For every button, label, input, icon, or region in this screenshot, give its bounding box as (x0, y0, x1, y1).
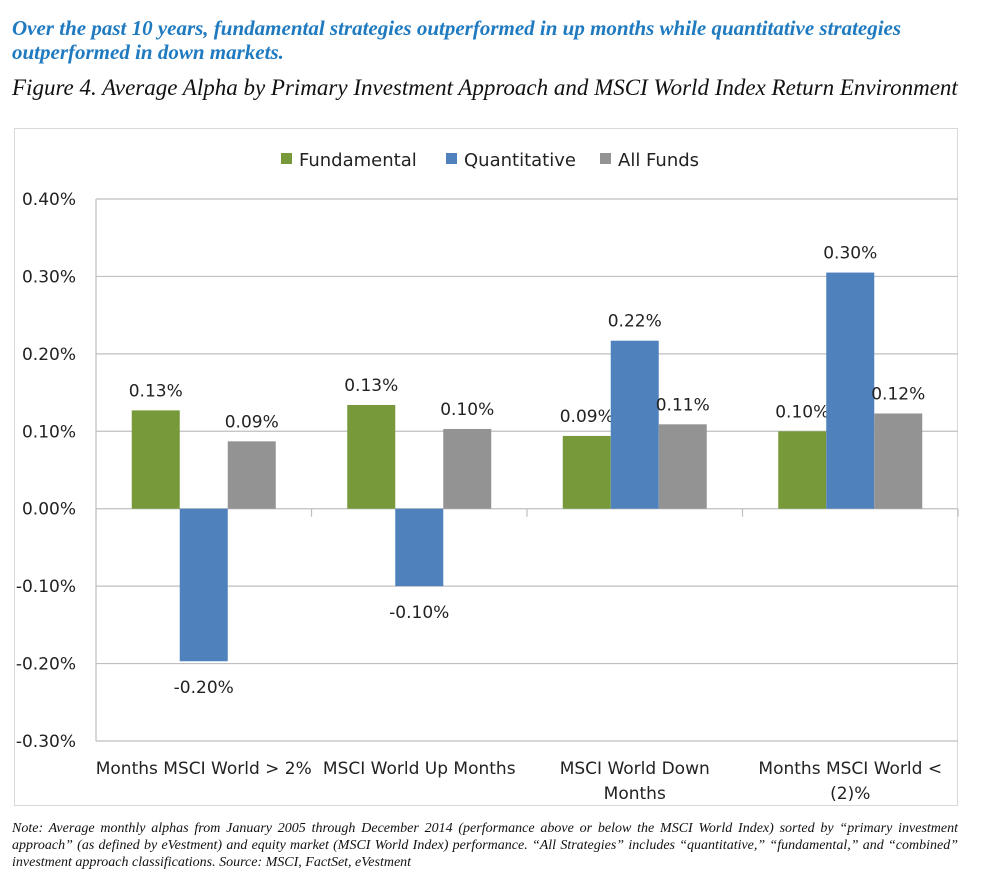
category-label: Months MSCI World < (758, 759, 942, 779)
bar-quantitative (826, 272, 875, 509)
y-tick-label: -0.30% (16, 732, 76, 752)
bar-all-funds (227, 441, 276, 509)
footnote: Note: Average monthly alphas from Januar… (12, 821, 958, 870)
data-label: 0.12% (871, 384, 925, 404)
legend-swatch (446, 153, 457, 164)
legend-label: All Funds (618, 150, 699, 171)
chart-frame (14, 128, 958, 806)
headline: Over the past 10 years, fundamental stra… (12, 16, 902, 64)
data-label: -0.20% (174, 678, 234, 698)
legend-swatch (600, 153, 611, 164)
legend-swatch (281, 153, 292, 164)
data-label: 0.13% (344, 376, 398, 396)
y-tick-label: 0.00% (22, 500, 76, 520)
data-label: 0.11% (656, 395, 710, 415)
data-label: 0.30% (823, 244, 877, 264)
bar-quantitative (610, 340, 659, 509)
figure-title: Figure 4. Average Alpha by Primary Inves… (12, 75, 958, 100)
category-label: MSCI World Down (560, 759, 710, 779)
y-tick-label: 0.10% (22, 422, 76, 442)
bar-fundamental (131, 410, 180, 509)
data-label: 0.10% (775, 402, 829, 422)
data-label: 0.09% (560, 407, 614, 427)
data-label: 0.09% (225, 412, 279, 432)
data-label: 0.10% (440, 400, 494, 420)
bar-all-funds (658, 424, 707, 509)
data-label: 0.22% (608, 312, 662, 332)
bar-quantitative (395, 508, 444, 587)
category-label: Months MSCI World > 2% (96, 759, 312, 779)
legend-label: Fundamental (299, 150, 417, 171)
category-label: (2)% (830, 784, 870, 804)
y-tick-label: 0.30% (22, 267, 76, 287)
y-tick-label: 0.40% (22, 190, 76, 210)
bar-fundamental (347, 404, 396, 509)
bar-all-funds (874, 413, 923, 509)
category-label: Months (604, 784, 666, 804)
bar-fundamental (562, 435, 611, 509)
y-tick-label: 0.20% (22, 345, 76, 365)
y-tick-label: -0.10% (16, 577, 76, 597)
data-label: 0.13% (129, 381, 183, 401)
bar-fundamental (778, 431, 827, 509)
bar-all-funds (443, 428, 492, 509)
legend-label: Quantitative (464, 150, 576, 171)
bar-quantitative (179, 508, 228, 662)
y-tick-label: -0.20% (16, 655, 76, 675)
category-label: MSCI World Up Months (323, 759, 516, 779)
data-label: -0.10% (389, 603, 449, 623)
